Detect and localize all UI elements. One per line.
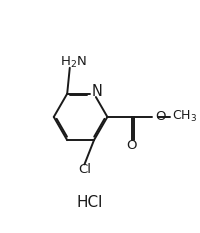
Text: O: O xyxy=(155,110,166,123)
Text: Cl: Cl xyxy=(78,163,91,176)
Text: CH$_3$: CH$_3$ xyxy=(172,109,197,124)
Text: N: N xyxy=(92,84,103,99)
Text: H$_2$N: H$_2$N xyxy=(60,55,87,71)
Text: O: O xyxy=(126,139,137,152)
Text: HCl: HCl xyxy=(76,195,102,210)
